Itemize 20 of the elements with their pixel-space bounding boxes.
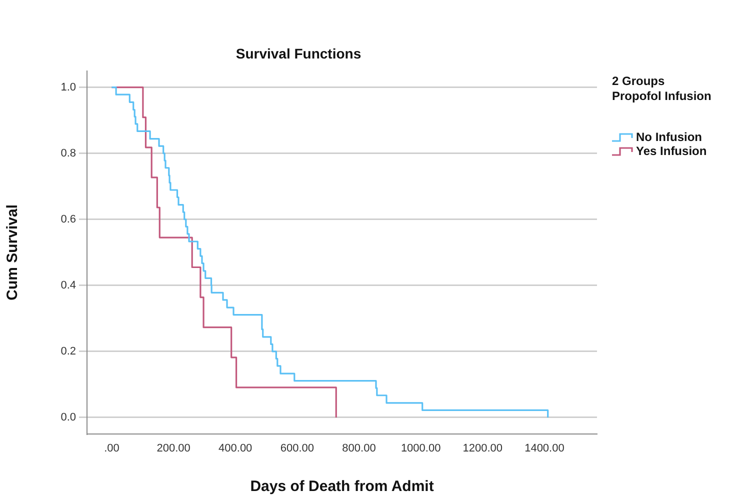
y-tick-label: 1.0 [60, 81, 76, 94]
x-tick-label: 1200.00 [462, 442, 503, 455]
x-axis-title: Days of Death from Admit [250, 478, 434, 496]
y-tick-label: 0.6 [60, 213, 76, 226]
legend-title: 2 Groups Propofol Infusion [612, 74, 712, 104]
chart-title: Survival Functions [236, 45, 362, 62]
legend-label: Yes Infusion [636, 144, 707, 158]
y-tick-label: 0.2 [60, 345, 76, 358]
y-axis-title: Cum Survival [4, 204, 22, 300]
y-tick-label: 0.8 [60, 147, 76, 160]
y-tick-label: 0.4 [60, 279, 76, 292]
x-tick-label: 200.00 [156, 442, 190, 455]
y-tick-label: 0.0 [60, 412, 76, 424]
x-tick-label: .00 [104, 442, 120, 455]
x-tick-label: 600.00 [280, 442, 314, 455]
x-tick-label: 800.00 [342, 442, 376, 455]
legend-label: No Infusion [636, 130, 702, 144]
x-tick-label: 1400.00 [524, 442, 564, 455]
x-tick-label: 1000.00 [400, 442, 441, 455]
x-tick-label: 400.00 [218, 442, 252, 455]
